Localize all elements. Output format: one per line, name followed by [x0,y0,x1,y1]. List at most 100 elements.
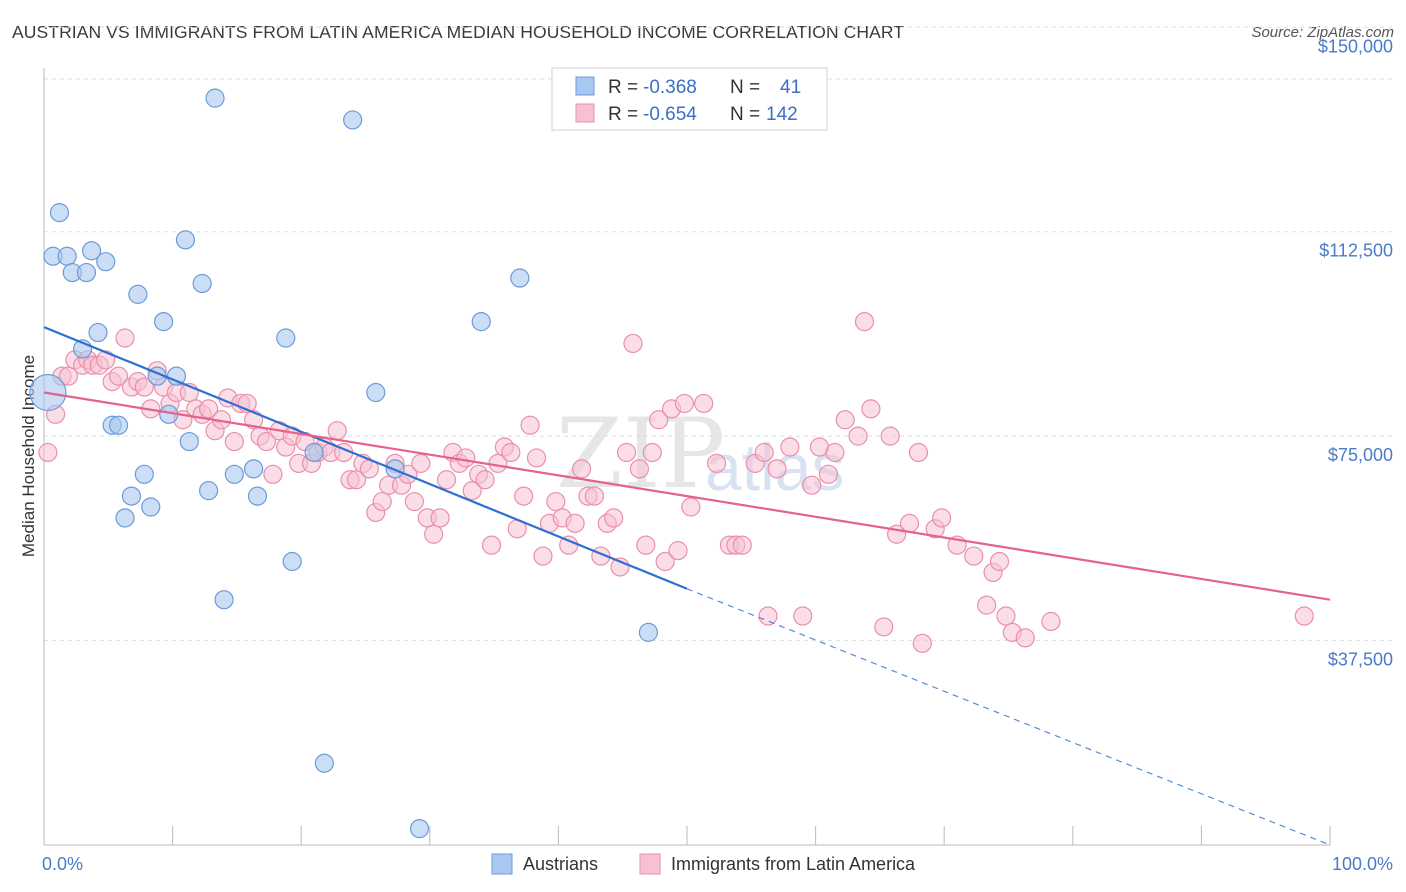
latin-america-point [108,366,129,386]
latin-america-point [462,481,482,501]
latin-america-point [977,595,997,615]
austrians-point [314,753,334,773]
latin-america-point [526,448,547,468]
austrians-point [304,442,324,463]
correlation-legend: R = -0.368 N = 41 R = -0.654 N = 142 [551,67,828,131]
austrians-trendline-extension [686,588,1331,846]
austrians-point [343,110,363,130]
latin-america-point [1041,611,1061,632]
austrians-point [179,431,199,452]
y-tick-label: $150,000 [1318,36,1393,56]
austrians-trendline [43,326,688,590]
latin-america-point [649,410,669,430]
austrians-point [282,551,302,572]
latin-america-point [584,486,605,506]
y-tick-label: $37,500 [1328,650,1393,670]
x-tick-marks [43,826,1331,845]
latin-america-point [732,535,752,555]
bottom-legend-swatch-austrians [491,853,513,875]
austrians-point [134,464,154,484]
latin-america-point [546,491,566,512]
latin-america-point [655,551,675,572]
latin-america-point [861,399,881,419]
latin-america-point [436,470,457,490]
latin-america-point [263,464,283,484]
latin-america-point [224,431,244,452]
latin-america-point [456,448,476,468]
latin-america-point [874,617,894,637]
y-tick-labels: $150,000 $112,500 $75,000 $37,500 [1318,36,1393,669]
austrians-point [175,230,196,250]
latin-america-point [854,312,875,332]
latin-america-point [674,393,695,414]
latin-america-point [996,606,1016,626]
latin-america-point [616,442,637,463]
latin-america-point [96,350,116,370]
latin-america-point [604,508,624,528]
latin-america-point [346,470,367,490]
latin-america-point [256,431,277,452]
austrians-point [141,497,161,517]
latin-america-point [199,399,219,419]
latin-america-point [835,410,855,430]
legend-swatch-pink [575,103,595,123]
latin-america-point [533,546,553,566]
legend-n-label-1: N = [730,77,760,98]
latin-america-point [411,453,431,473]
latin-america-point [623,333,643,354]
austrians-point [510,268,530,288]
bottom-legend-swatch-latin-america [639,853,661,875]
latin-america-point [825,442,845,463]
latin-america-point [681,497,701,517]
legend-r-value-2: -0.654 [643,104,697,125]
latin-america-point [475,470,495,490]
y-tick-label: $112,500 [1319,241,1393,261]
latin-america-point [642,442,662,463]
latin-america-point [780,437,800,457]
latin-america-point [694,393,714,414]
austrians-point [121,486,142,506]
latin-america-point [565,513,585,533]
chart-source: Source: ZipAtlas.com [1251,24,1394,41]
austrians-point [205,88,225,108]
bottom-legend-latin-america: Immigrants from Latin America [671,854,916,874]
latin-america-point [481,535,502,555]
austrians-point [153,312,174,332]
latin-america-point [404,491,424,512]
austrians-point [128,284,148,304]
latin-america-point [908,442,929,463]
latin-america-point [989,551,1010,572]
y-axis-label: Median Household Income [19,355,38,557]
austrians-point [108,415,129,435]
austrians-point [81,241,102,261]
legend-r-value-1: -0.368 [643,77,697,98]
chart-title: AUSTRIAN VS IMMIGRANTS FROM LATIN AMERIC… [12,22,905,42]
latin-america-point [793,606,813,626]
latin-america-point [754,442,774,463]
latin-america-point [115,328,135,348]
latin-america-point [424,524,444,544]
austrians-point [199,481,219,501]
latin-america-point [880,426,900,446]
latin-america-point [964,546,984,566]
austrians-point [76,262,97,283]
legend-n-value-1: 41 [780,77,801,98]
legend-n-label-2: N = [730,104,760,125]
latin-america-point [802,475,822,495]
austrians-point [115,508,135,528]
austrians-point [471,312,491,332]
bottom-legend-austrians: Austrians [523,854,598,874]
austrians-point [214,590,234,610]
latin-america-trendline [43,391,1331,601]
austrians-point [247,486,268,506]
latin-america-point [758,606,778,626]
latin-america-point [912,633,932,653]
latin-america-point [899,513,920,533]
series-latin-america-points [38,312,1314,653]
austrians-point [224,464,244,484]
series-legend: Austrians Immigrants from Latin America [491,853,916,875]
legend-r-label-2: R = [608,104,638,125]
latin-america-point [848,426,868,446]
legend-swatch-blue [575,76,595,96]
